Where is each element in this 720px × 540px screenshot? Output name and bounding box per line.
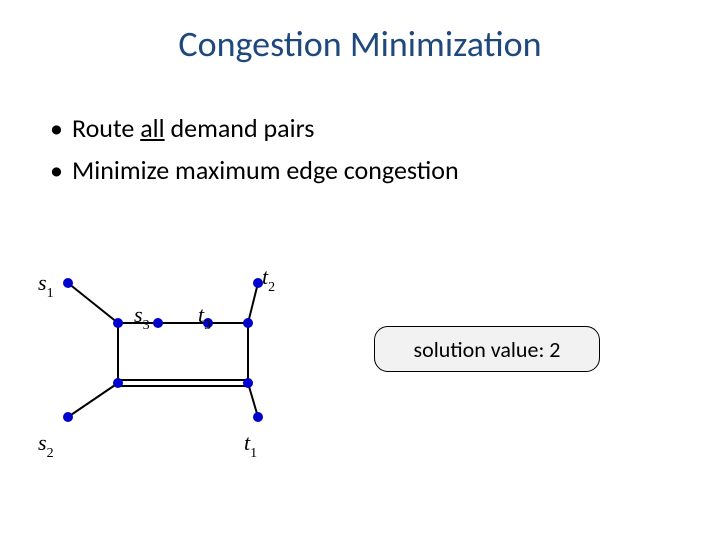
graph-node <box>243 318 253 328</box>
bullet-marker: • <box>50 110 72 148</box>
bullet-text-underlined: all <box>140 112 164 144</box>
bullet-list: •Route all demand pairs •Minimize maximu… <box>50 110 459 193</box>
graph-node <box>113 318 123 328</box>
bullet-item: •Route all demand pairs <box>50 110 459 148</box>
graph-edge <box>248 383 258 417</box>
graph-node <box>153 318 163 328</box>
bullet-text-prefix: Minimize maximum edge congestion <box>72 154 459 186</box>
graph-edge <box>68 283 118 323</box>
network-graph: s1s3t3t2s2t1 <box>44 232 304 452</box>
bullet-text-prefix: Route <box>72 112 140 144</box>
node-label-s3: s3 <box>134 302 150 332</box>
slide-title: Congestion Minimization <box>0 22 720 66</box>
bullet-marker: • <box>50 152 72 190</box>
graph-node <box>243 378 253 388</box>
node-label-t3: t3 <box>198 302 211 332</box>
graph-node <box>113 378 123 388</box>
node-label-s1: s1 <box>38 270 54 300</box>
graph-node <box>253 412 263 422</box>
node-label-t2: t2 <box>262 264 275 294</box>
graph-edge <box>68 383 118 417</box>
solution-value-callout: solution value: 2 <box>374 326 600 372</box>
node-label-s2: s2 <box>38 430 54 460</box>
bullet-item: •Minimize maximum edge congestion <box>50 152 459 190</box>
bullet-text-suffix: demand pairs <box>165 112 315 144</box>
graph-node <box>63 412 73 422</box>
graph-node <box>63 278 73 288</box>
graph-edge <box>248 283 258 323</box>
solution-value-text: solution value: 2 <box>414 336 561 363</box>
node-label-t1: t1 <box>244 430 257 460</box>
